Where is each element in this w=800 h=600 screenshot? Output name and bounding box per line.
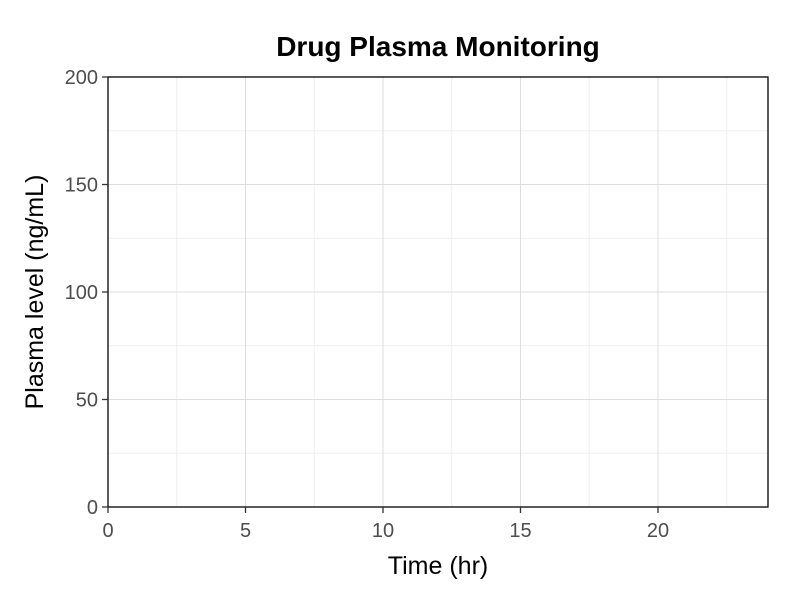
x-tick-label: 0 — [102, 520, 113, 542]
y-axis-label: Plasma level (ng/mL) — [21, 175, 49, 410]
y-tick-label: 0 — [87, 497, 98, 519]
y-tick-label: 100 — [65, 282, 98, 304]
x-axis-label: Time (hr) — [388, 552, 488, 580]
y-tick-label: 200 — [65, 67, 98, 89]
chart-title: Drug Plasma Monitoring — [276, 31, 600, 62]
x-tick-label: 20 — [647, 520, 669, 542]
x-tick-label: 10 — [372, 520, 394, 542]
x-tick-label: 15 — [509, 520, 531, 542]
y-tick-label: 50 — [76, 390, 98, 412]
y-axis: 0 50 100 150 200 — [65, 67, 108, 519]
x-axis: 0 5 10 15 20 — [102, 507, 669, 542]
x-tick-label: 5 — [240, 520, 251, 542]
y-tick-label: 150 — [65, 175, 98, 197]
